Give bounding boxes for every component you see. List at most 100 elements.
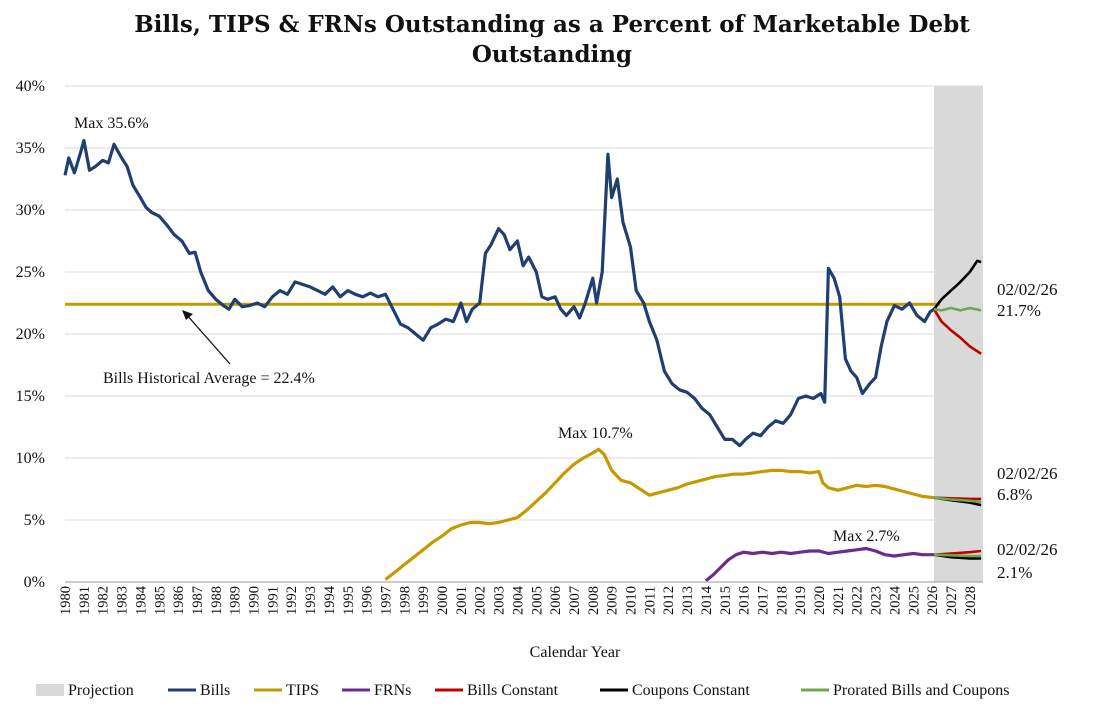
x-tick-label: 2005 xyxy=(529,586,545,615)
x-tick-label: 1999 xyxy=(416,586,432,615)
x-tick-label: 1998 xyxy=(397,586,413,615)
x-tick-label: 2012 xyxy=(661,586,677,615)
x-tick-label: 2023 xyxy=(869,586,885,615)
x-tick-label: 2015 xyxy=(718,586,734,615)
series-line-bills_constant xyxy=(932,308,982,355)
tips-end-date: 02/02/26 xyxy=(997,464,1057,483)
x-tick-label: 1988 xyxy=(209,586,225,615)
series-line-tips xyxy=(384,447,935,581)
x-tick-label: 2014 xyxy=(699,585,715,615)
axes: 0% 5% 10% 15% 20% 25% 30% 35% 40% 1980 1981 1982 198… xyxy=(16,78,983,615)
y-tick-label: 10% xyxy=(16,450,45,467)
series-line-prorated xyxy=(933,553,982,558)
legend-item-prorated: Prorated Bills and Coupons xyxy=(801,682,1009,699)
y-tick-label: 0% xyxy=(24,574,45,591)
x-tick-label: 2022 xyxy=(850,586,866,615)
legend-item-tips: TIPS xyxy=(254,682,319,699)
x-tick-label: 1981 xyxy=(77,586,93,615)
y-tick-label: 15% xyxy=(16,388,45,405)
x-tick-label: 2000 xyxy=(435,586,451,615)
bills-max-label: Max 35.6% xyxy=(74,115,149,132)
legend-item-bills: Bills xyxy=(168,682,230,699)
series-line-prorated xyxy=(933,306,982,312)
x-tick-label: 2003 xyxy=(492,586,508,615)
x-tick-label: 2026 xyxy=(925,586,941,615)
x-tick-label: 1995 xyxy=(341,586,357,615)
x-tick-label: 2017 xyxy=(756,586,772,615)
series-line-prorated xyxy=(933,496,982,504)
y-tick-label: 25% xyxy=(16,264,45,281)
frns-max-label: Max 2.7% xyxy=(833,528,900,545)
x-tick-label: 1991 xyxy=(265,586,281,615)
x-tick-label: 1994 xyxy=(322,585,338,615)
series-line-bills xyxy=(63,139,935,448)
bills-end-value: 21.7% xyxy=(997,301,1041,320)
legend-label: Bills xyxy=(200,682,230,699)
x-tick-label: 1993 xyxy=(303,586,319,615)
x-tick-label: 1980 xyxy=(58,586,74,615)
x-tick-label: 2027 xyxy=(944,586,960,615)
x-axis-label: Calendar Year xyxy=(530,644,621,661)
chart-title: Bills, TIPS & FRNs Outstanding as a Perc… xyxy=(0,10,1104,70)
projection-shade xyxy=(933,86,983,582)
average-arrow-shaft xyxy=(185,313,231,365)
average-arrow-head xyxy=(182,310,193,320)
x-tick-label: 2011 xyxy=(642,586,658,614)
y-tick-label: 35% xyxy=(16,140,45,157)
legend-label: Coupons Constant xyxy=(632,682,750,699)
x-tick-label: 1992 xyxy=(284,586,300,615)
legend-label: TIPS xyxy=(286,682,319,699)
average-line-label: Bills Historical Average = 22.4% xyxy=(103,370,315,387)
y-tick-label: 5% xyxy=(24,512,45,529)
x-tick-label: 2007 xyxy=(567,586,583,615)
series-lines xyxy=(63,139,982,583)
x-tick-label: 1986 xyxy=(171,586,187,615)
legend-item-coupons_constant: Coupons Constant xyxy=(600,682,750,699)
y-tick-label: 30% xyxy=(16,202,45,219)
x-tick-label: 1984 xyxy=(133,585,149,615)
x-tick-label: 1990 xyxy=(247,586,263,615)
x-tick-label: 1987 xyxy=(190,586,206,615)
tips-end-value: 6.8% xyxy=(997,485,1032,504)
x-tick-label: 2008 xyxy=(586,586,602,615)
y-tick-label: 20% xyxy=(16,326,45,343)
projection-region xyxy=(933,86,983,582)
x-tick-label: 2013 xyxy=(680,586,696,615)
legend-item-bills_constant: Bills Constant xyxy=(435,682,559,699)
x-tick-label: 2024 xyxy=(887,585,903,615)
x-tick-label: 2028 xyxy=(963,586,979,615)
y-tick-label: 40% xyxy=(16,78,45,95)
frns-end-date: 02/02/26 xyxy=(997,540,1057,559)
gridlines xyxy=(65,85,983,521)
x-tick-label: 2020 xyxy=(812,586,828,615)
series-line-frns xyxy=(704,546,934,583)
x-tick-label: 2004 xyxy=(510,585,526,615)
legend-item-projection: Projection xyxy=(36,682,134,699)
chart-title-line2: Outstanding xyxy=(471,41,633,68)
x-tick-label: 2001 xyxy=(454,586,470,615)
bills-end-date: 02/02/26 xyxy=(997,280,1057,299)
tips-max-label: Max 10.7% xyxy=(558,425,633,442)
legend-label: Prorated Bills and Coupons xyxy=(833,682,1009,699)
x-tick-label: 1996 xyxy=(360,586,376,615)
x-tick-label: 2021 xyxy=(831,586,847,615)
legend-swatch xyxy=(36,684,64,696)
legend: Projection Bills TIPS FRNs Bills Constant Cou… xyxy=(36,682,1009,699)
x-tick-label: 2025 xyxy=(906,586,922,615)
legend-label: Bills Constant xyxy=(467,682,559,699)
x-tick-label: 1989 xyxy=(228,586,244,615)
legend-item-frns: FRNs xyxy=(342,682,411,699)
series-line-coupons_constant xyxy=(932,259,982,310)
x-tick-label: 2006 xyxy=(548,586,564,615)
frns-end-value: 2.1% xyxy=(997,563,1032,582)
x-tick-label: 2016 xyxy=(737,586,753,615)
annotations: Max 35.6% Max 10.7% Max 2.7% Bills Histo… xyxy=(74,115,1057,582)
x-tick-label: 1982 xyxy=(96,586,112,615)
x-tick-label: 2018 xyxy=(774,586,790,615)
chart-title-line1: Bills, TIPS & FRNs Outstanding as a Perc… xyxy=(134,11,970,38)
x-tick-label: 2009 xyxy=(605,586,621,615)
x-tick-label: 2019 xyxy=(793,586,809,615)
x-tick-label: 2010 xyxy=(624,586,640,615)
x-tick-label: 2002 xyxy=(473,586,489,615)
